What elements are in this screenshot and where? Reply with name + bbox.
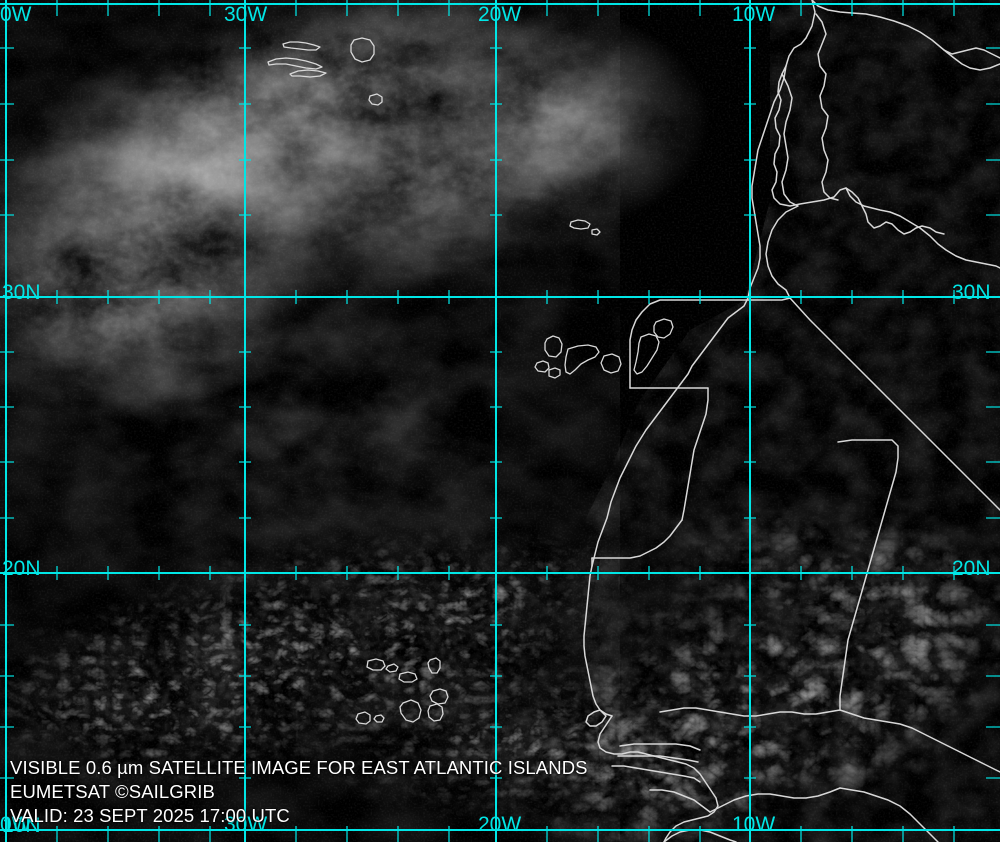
lat-label-right-30n: 30N (952, 281, 991, 304)
island-sao-nicolau (398, 671, 418, 683)
border-guinea-mali (709, 787, 841, 813)
border-senegal-gambia-north (619, 743, 701, 751)
border-mali-algeria (837, 439, 899, 711)
coastline-morocco-atlantic (663, 65, 787, 407)
geography-overlay (267, 0, 1000, 842)
coastline-north-africa-mediterranean (845, 187, 1000, 269)
border-western-sahara-algeria (746, 297, 791, 301)
border-senegal-gambia-south (617, 755, 699, 763)
border-wsahara-mauritania-north (789, 297, 1000, 511)
lon-label-bottom-40w: 0W (0, 813, 32, 836)
island-sao-vicente (385, 663, 399, 673)
island-lanzarote (653, 318, 674, 339)
islands-canary (534, 318, 674, 379)
islands-cape-verde (355, 657, 449, 725)
border-mali-ivory-coast (839, 787, 939, 842)
caption-title: VISIBLE 0.6 µm SATELLITE IMAGE FOR EAST … (10, 757, 588, 778)
border-senegal-guinea-bissau (611, 765, 701, 783)
border-morocco-western-sahara (629, 299, 748, 389)
coastline-western-sahara (591, 405, 665, 567)
island-fogo (355, 711, 371, 725)
island-boa-vista (429, 688, 449, 705)
coastline-senegal-guinea (597, 715, 719, 842)
graticule-meridians (5, 0, 751, 842)
island-sal (427, 657, 441, 674)
coastline-mauritania-senegal (583, 565, 613, 717)
island-la-gomera (548, 367, 561, 379)
caption-source: EUMETSAT ©SAILGRIB (10, 781, 215, 802)
lon-label-top-40w: 0W (0, 3, 32, 26)
coastline-cap-vert (585, 709, 607, 727)
border-portugal-spain (815, 13, 839, 201)
island-santiago (427, 703, 444, 722)
lon-label-top-30w: 30W (224, 3, 268, 26)
graticule-parallels (0, 296, 1000, 831)
coastline-bay-of-biscay (811, 0, 1000, 71)
lon-label-bottom-30w: 30W (224, 813, 268, 836)
island-la-palma (544, 335, 563, 358)
lat-label-right-20n: 20N (952, 557, 991, 580)
island-santo-antao (366, 658, 386, 671)
lat-label-left-10n: 10N (2, 814, 41, 837)
island-brava (373, 714, 385, 723)
lon-label-bottom-10w: 10W (732, 813, 776, 836)
land-surface-texture (560, 0, 1000, 842)
islands-madeira (569, 219, 601, 236)
lon-label-top-10w: 10W (732, 3, 776, 26)
island-maio (399, 699, 422, 723)
border-mauritania-mali-vertical (681, 387, 709, 521)
island-tenerife (564, 344, 600, 375)
island-fuerteventura (633, 333, 660, 375)
border-morocco-algeria (765, 73, 799, 299)
coastline-iberia (771, 0, 945, 235)
border-spain-france (943, 47, 1000, 59)
lon-label-bottom-20w: 20W (478, 813, 522, 836)
islands-azores (267, 37, 383, 106)
island-el-hierro (534, 360, 550, 373)
caption-valid-time: VALID: 23 SEPT 2025 17:00 UTC (10, 805, 290, 826)
border-guinea-bissau-guinea (649, 789, 711, 813)
lat-label-left-30n: 30N (2, 281, 41, 304)
lon-label-top-20w: 20W (478, 3, 522, 26)
lat-label-left-20n: 20N (2, 557, 41, 580)
island-gran-canaria (600, 353, 622, 374)
border-mauritania-mali-south (591, 519, 683, 559)
border-mali-burkina (839, 709, 1000, 773)
